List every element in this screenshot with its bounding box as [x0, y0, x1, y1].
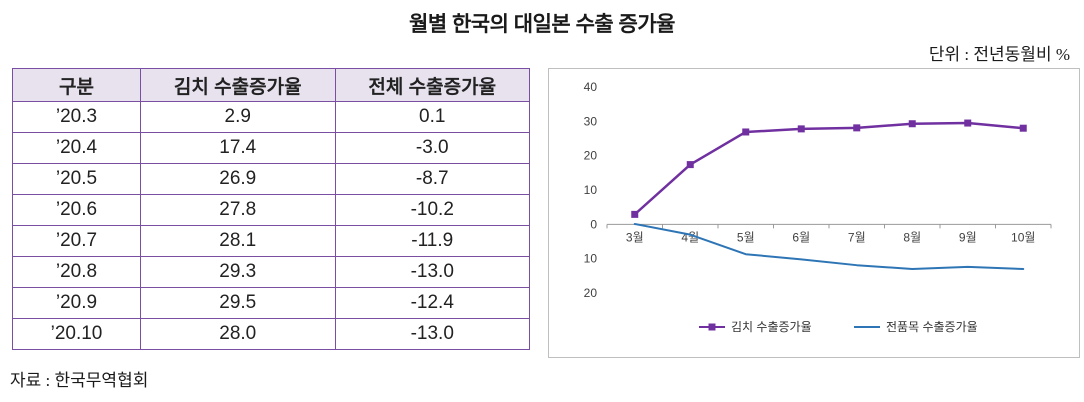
- series-marker: [686, 161, 694, 169]
- table-cell: ’20.7: [12, 225, 141, 257]
- x-axis-tick-label: 7월: [848, 230, 866, 244]
- series-marker: [631, 210, 639, 218]
- y-axis-tick-label: 0: [590, 217, 597, 231]
- x-axis-tick-label: 8월: [903, 230, 921, 244]
- table-row: ’20.8 29.3 -13.0: [12, 256, 530, 288]
- table-row: ’20.7 28.1 -11.9: [12, 225, 530, 257]
- legend-label: 김치 수출증가율: [731, 320, 812, 334]
- export-growth-table: 구분 김치 수출증가율 전체 수출증가율 ’20.3 2.9 0.1’20.4 17.4-…: [12, 68, 530, 350]
- table-cell: 2.9: [140, 101, 336, 133]
- content-area: 구분 김치 수출증가율 전체 수출증가율 ’20.3 2.9 0.1’20.4 17.4-…: [12, 68, 1080, 358]
- y-axis-tick-label: 10: [584, 183, 598, 197]
- table-row: ’20.6 27.8 -10.2: [12, 194, 530, 226]
- series-marker: [853, 124, 861, 132]
- unit-label: 단위 : 전년동월비 %: [928, 45, 1070, 64]
- series-line: [633, 121, 1025, 216]
- x-axis-tick-label: 9월: [959, 230, 977, 244]
- table-cell: ’20.6: [12, 194, 141, 226]
- x-axis-tick-label: 3월: [626, 230, 644, 244]
- table-cell: 29.3: [140, 256, 336, 288]
- legend-marker: [708, 323, 716, 331]
- table-row: ’20.9 29.5 -12.4: [12, 287, 530, 319]
- legend-label: 전품목 수출증가율: [886, 320, 978, 334]
- series-marker: [908, 120, 916, 128]
- table-header-cell: 김치 수출증가율: [140, 68, 336, 102]
- table-header-row: 구분 김치 수출증가율 전체 수출증가율: [12, 68, 530, 102]
- series-marker: [797, 125, 805, 133]
- table-row: ’20.3 2.9 0.1: [12, 101, 530, 133]
- table-cell: ’20.3: [12, 101, 141, 133]
- table-cell: ’20.10: [12, 318, 141, 350]
- table-cell: -3.0: [334, 132, 530, 164]
- table-row: ’20.4 17.4 -3.0: [12, 132, 530, 164]
- table-cell: 28.1: [140, 225, 336, 257]
- series-marker: [964, 119, 972, 127]
- table-cell: ’20.9: [12, 287, 141, 319]
- x-axis-tick-label: 5월: [737, 230, 755, 244]
- table-cell: 29.5: [140, 287, 336, 319]
- y-axis-tick-label: 40: [584, 80, 598, 94]
- y-axis-tick-label: 20: [584, 286, 598, 300]
- table-header-cell: 구분: [12, 68, 141, 102]
- table-cell: -11.9: [334, 225, 530, 257]
- page-title: 월별 한국의 대일본 수출 증가율: [409, 13, 676, 36]
- y-axis-tick-label: 10: [584, 252, 598, 266]
- table-cell: -10.2: [334, 194, 530, 226]
- table-cell: -13.0: [334, 318, 530, 350]
- table-body: ’20.3 2.9 0.1’20.4 17.4 -3.0’20.5 26.9 -8.7’20…: [12, 101, 530, 350]
- table-cell: 0.1: [334, 101, 530, 133]
- table-row: ’20.10 28.0 -13.0: [12, 318, 530, 350]
- table-cell: 28.0: [140, 318, 336, 350]
- table-cell: -8.7: [334, 163, 530, 195]
- table-cell: 17.4: [140, 132, 336, 164]
- series-marker: [1019, 124, 1027, 132]
- line-chart: 40 30 20 10 0 10 20 3월 4월 5월 6월 7월 8월 9월 10월 김치 수출증가율 전품…: [548, 68, 1080, 358]
- x-axis-tick-label: 6월: [792, 230, 810, 244]
- x-axis-tick-label: 10월: [1011, 230, 1035, 244]
- table-cell: -13.0: [334, 256, 530, 288]
- table-cell: 26.9: [140, 163, 336, 195]
- table-cell: ’20.8: [12, 256, 141, 288]
- series-marker: [742, 128, 750, 136]
- table-header-cell: 전체 수출증가율: [334, 68, 530, 102]
- table-cell: 27.8: [140, 194, 336, 226]
- table-row: ’20.5 26.9 -8.7: [12, 163, 530, 195]
- y-axis-tick-label: 20: [584, 149, 598, 163]
- y-axis-tick-label: 30: [584, 114, 598, 128]
- table-cell: ’20.5: [12, 163, 141, 195]
- table-cell: ’20.4: [12, 132, 141, 164]
- source-label: 자료 : 한국무역협회: [10, 371, 149, 390]
- series-line: [633, 222, 1025, 270]
- table-cell: -12.4: [334, 287, 530, 319]
